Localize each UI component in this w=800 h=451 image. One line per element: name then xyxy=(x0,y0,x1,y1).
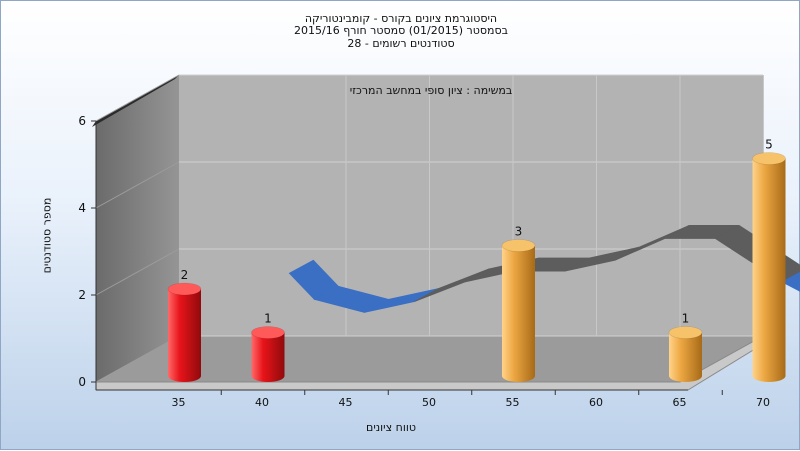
bar-top xyxy=(752,152,786,165)
grid-side-line xyxy=(95,161,180,209)
bar-top xyxy=(668,326,703,339)
x-tick-label: 65 xyxy=(673,396,687,409)
x-tick-label: 70 xyxy=(756,396,770,409)
back-wall xyxy=(179,75,763,336)
chart-subtitle: במשימה : ציון סופי במחשב המרכזי xyxy=(349,84,513,97)
side-wall xyxy=(96,75,179,382)
x-tick-label: 60 xyxy=(589,396,603,409)
chart-title-line-3: סטודנטים רשומים - 28 xyxy=(347,37,455,50)
bar xyxy=(251,332,285,382)
bar xyxy=(502,245,535,382)
bar-top xyxy=(501,239,536,252)
y-axis-label: מספר סטודנטים xyxy=(40,197,54,274)
bar-value-label: 1 xyxy=(682,312,690,326)
y-tick-label: 0 xyxy=(78,375,86,389)
x-tick-label: 40 xyxy=(255,396,269,409)
bar-top xyxy=(251,326,285,339)
bar-value-label: 5 xyxy=(765,138,773,152)
y-tick-label: 6 xyxy=(78,114,86,128)
chart-title-line-1: היסטוגרמת ציונים בקורס - קומבינטוריקה xyxy=(304,12,498,25)
bar xyxy=(168,289,201,382)
x-tick-label: 35 xyxy=(172,396,186,409)
bar xyxy=(669,332,702,382)
y-tick-label: 2 xyxy=(78,288,86,302)
grid-side-line xyxy=(95,335,180,383)
grid-side-line xyxy=(95,74,180,122)
bar-value-label: 2 xyxy=(181,268,189,282)
side-wall-top-edge xyxy=(92,75,179,127)
x-tick-label: 55 xyxy=(506,396,520,409)
bar-value-label: 3 xyxy=(515,225,523,239)
x-tick-label: 45 xyxy=(339,396,353,409)
curve-segment xyxy=(781,271,800,292)
bar-top xyxy=(167,282,202,296)
grid-side-line xyxy=(95,248,180,296)
x-tick-label: 50 xyxy=(422,396,436,409)
chart-title-line-2: בסמסטר (01/2015) סמסטר חורף 2015/16 xyxy=(294,24,508,37)
bar xyxy=(752,158,786,382)
y-tick-label: 4 xyxy=(78,201,86,215)
bar-value-label: 1 xyxy=(264,312,272,326)
x-axis-label: טווח ציונים xyxy=(366,421,416,434)
